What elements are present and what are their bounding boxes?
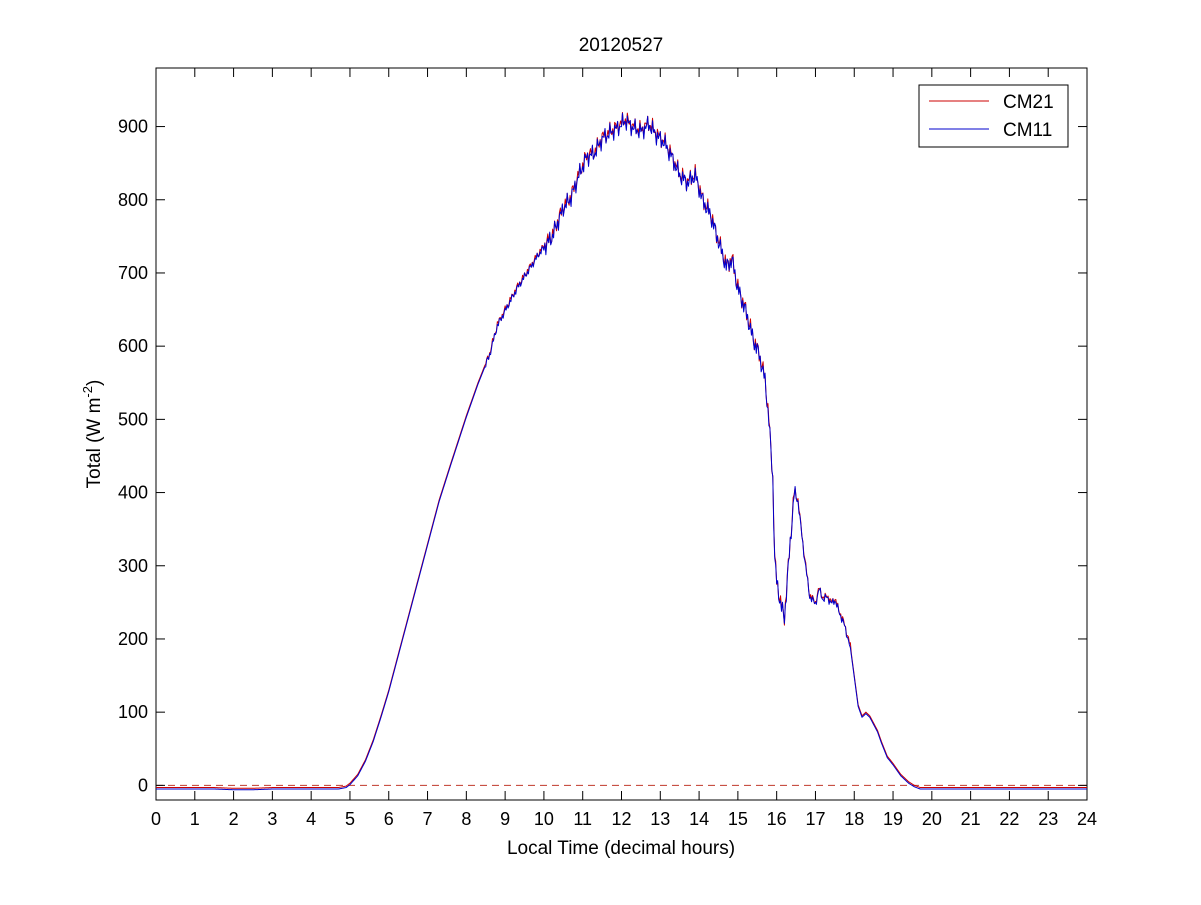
- x-tick-label-17: 17: [805, 809, 825, 829]
- x-tick-label-5: 5: [345, 809, 355, 829]
- y-axis-label: Total (W m-2): [80, 380, 105, 489]
- y-tick-label-6: 600: [118, 336, 148, 356]
- x-tick-label-21: 21: [961, 809, 981, 829]
- legend-box: [918, 84, 1069, 148]
- legend-label-cm21: CM21: [1003, 92, 1054, 113]
- x-tick-label-15: 15: [728, 809, 748, 829]
- y-tick-label-5: 500: [118, 409, 148, 429]
- x-tick-label-0: 0: [151, 809, 161, 829]
- x-tick-label-13: 13: [650, 809, 670, 829]
- x-tick-label-20: 20: [922, 809, 942, 829]
- x-tick-label-12: 12: [611, 809, 631, 829]
- x-tick-label-4: 4: [306, 809, 316, 829]
- x-tick-label-14: 14: [689, 809, 709, 829]
- x-tick-label-3: 3: [267, 809, 277, 829]
- x-tick-label-7: 7: [423, 809, 433, 829]
- y-axis-label-superscript: -2: [80, 386, 95, 398]
- x-tick-label-6: 6: [384, 809, 394, 829]
- y-tick-label-9: 900: [118, 117, 148, 137]
- x-tick-label-16: 16: [767, 809, 787, 829]
- x-tick-label-2: 2: [229, 809, 239, 829]
- y-tick-label-3: 300: [118, 556, 148, 576]
- y-axis-label-prefix: Total (W m: [84, 398, 105, 489]
- x-tick-label-1: 1: [190, 809, 200, 829]
- x-tick-label-22: 22: [999, 809, 1019, 829]
- x-axis-label: Local Time (decimal hours): [507, 838, 735, 859]
- chart-title: 20120527: [579, 35, 664, 56]
- x-tick-label-10: 10: [534, 809, 554, 829]
- x-tick-label-23: 23: [1038, 809, 1058, 829]
- x-tick-label-8: 8: [461, 809, 471, 829]
- axes-box: [155, 67, 1088, 801]
- x-tick-label-11: 11: [573, 809, 592, 829]
- y-tick-label-2: 200: [118, 629, 148, 649]
- y-axis-ticks: 0 100 200 300 400 500 600 700 800 900: [118, 117, 1087, 795]
- x-axis-ticks: 0 1 2 3 4 5 6 7 8 9 10 11 12 13 14 15 16 17 18 19 20 21 22 23 24: [151, 68, 1097, 829]
- plot-area: 0 1 2 3 4 5 6 7 8 9 10 11 12 13 14 15 16 17 18 19 20 21 22 23 24…: [118, 67, 1097, 829]
- series-line-cm11: [156, 112, 1087, 791]
- y-tick-label-0: 0: [138, 775, 148, 795]
- y-tick-label-4: 400: [118, 483, 148, 503]
- x-tick-label-18: 18: [844, 809, 864, 829]
- y-tick-label-8: 800: [118, 190, 148, 210]
- series-layer: [156, 112, 1087, 791]
- y-axis-label-suffix: ): [84, 380, 105, 386]
- x-tick-label-19: 19: [883, 809, 903, 829]
- x-tick-label-24: 24: [1077, 809, 1097, 829]
- legend: CM21 CM11: [918, 84, 1069, 148]
- y-tick-label-1: 100: [118, 702, 148, 722]
- legend-label-cm11: CM11: [1003, 120, 1052, 141]
- x-tick-label-9: 9: [500, 809, 510, 829]
- y-tick-label-7: 700: [118, 263, 148, 283]
